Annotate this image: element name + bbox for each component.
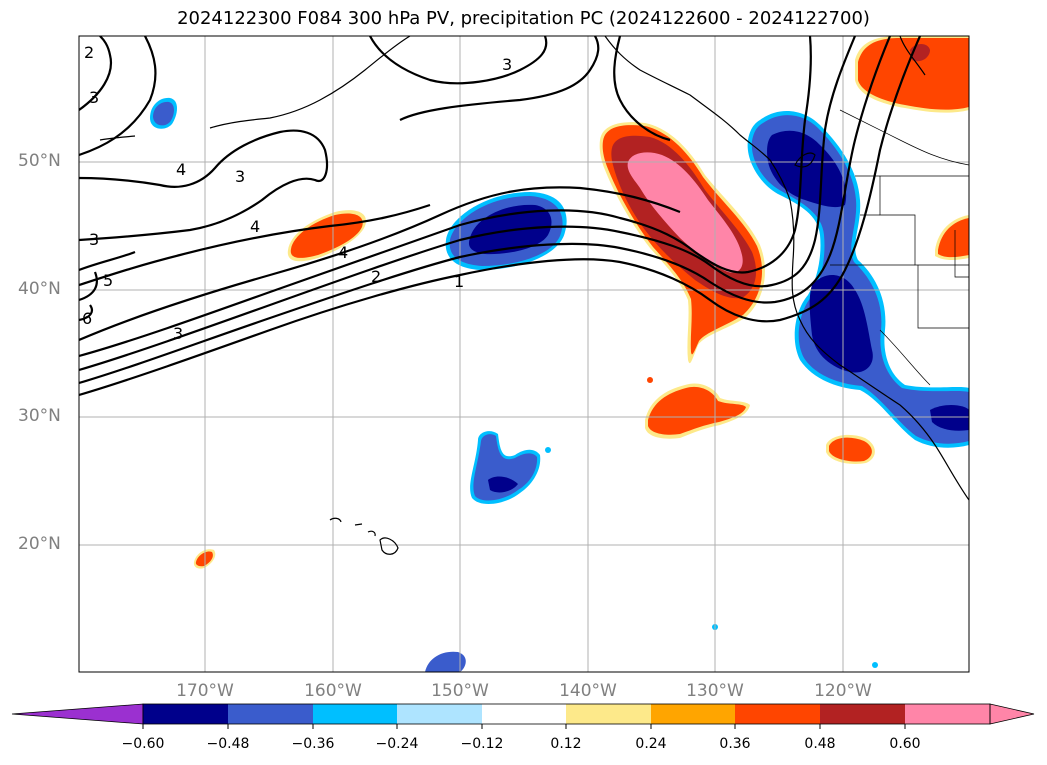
lat-label-50n: 50°N (18, 151, 61, 171)
lon-label-160w: 160°W (304, 681, 362, 701)
pv-contours (79, 36, 922, 397)
lon-label-150w: 150°W (431, 681, 489, 701)
colorbar-segment (735, 704, 820, 724)
contour-label: 3 (173, 324, 183, 343)
contour-label: 6 (82, 309, 92, 328)
colorbar-extend-max (989, 703, 1035, 725)
contour-label: 3 (89, 88, 99, 107)
colorbar-segment (313, 704, 397, 724)
colorbar-tick-label: 0.24 (635, 736, 667, 752)
colorbar-tick-label: −0.12 (460, 736, 504, 752)
colorbar-segment (143, 704, 228, 724)
lon-label-120w: 120°W (814, 681, 872, 701)
borders (830, 109, 969, 386)
precip-fill-layer (150, 36, 969, 672)
colorbar-segment (651, 704, 735, 724)
colorbar-segment (228, 704, 313, 724)
map-frame (78, 35, 970, 673)
contour-label: 4 (176, 160, 186, 179)
lat-label-20n: 20°N (18, 534, 61, 554)
colorbar-segment (566, 704, 651, 724)
contour-label: 3 (502, 55, 512, 74)
colorbar-tick-label: −0.48 (206, 736, 250, 752)
colorbar-tick-label: 0.48 (804, 736, 836, 752)
contour-label: 4 (338, 243, 348, 262)
colorbar-segment (482, 704, 566, 724)
contour-label: 2 (84, 43, 94, 62)
colorbar-segment (820, 704, 905, 724)
contour-label-group: 1 2 3 3 3 3 3 4 4 4 5 6 2 3 (82, 43, 512, 343)
colorbar-extend-min (11, 703, 144, 725)
contour-label: 4 (250, 217, 260, 236)
lat-label-40n: 40°N (18, 279, 61, 299)
lon-label-140w: 140°W (559, 681, 617, 701)
lat-label-30n: 30°N (18, 406, 61, 426)
lon-label-130w: 130°W (686, 681, 744, 701)
colorbar-tick-label: 0.36 (719, 736, 751, 752)
neg-band-west-coast (747, 110, 969, 448)
colorbar-tick-label: −0.36 (291, 736, 335, 752)
contour-label: 2 (371, 267, 381, 286)
colorbar-segment (397, 704, 482, 724)
neg-blob-south (425, 651, 466, 672)
contour-label: 5 (103, 271, 113, 290)
lon-label-170w: 170°W (176, 681, 234, 701)
coastlines (99, 36, 969, 555)
contour-label: 3 (89, 230, 99, 249)
colorbar (11, 703, 1035, 729)
colorbar-tick-label: 0.12 (550, 736, 582, 752)
colorbar-segment (905, 704, 990, 724)
map-title: 2024122300 F084 300 hPa PV, precipitatio… (177, 8, 870, 29)
colorbar-tick-label: 0.60 (889, 736, 921, 752)
colorbar-tick-label: −0.60 (121, 736, 165, 752)
colorbar-tick-label: −0.24 (375, 736, 419, 752)
contour-label: 3 (235, 167, 245, 186)
contour-label: 1 (454, 272, 464, 291)
